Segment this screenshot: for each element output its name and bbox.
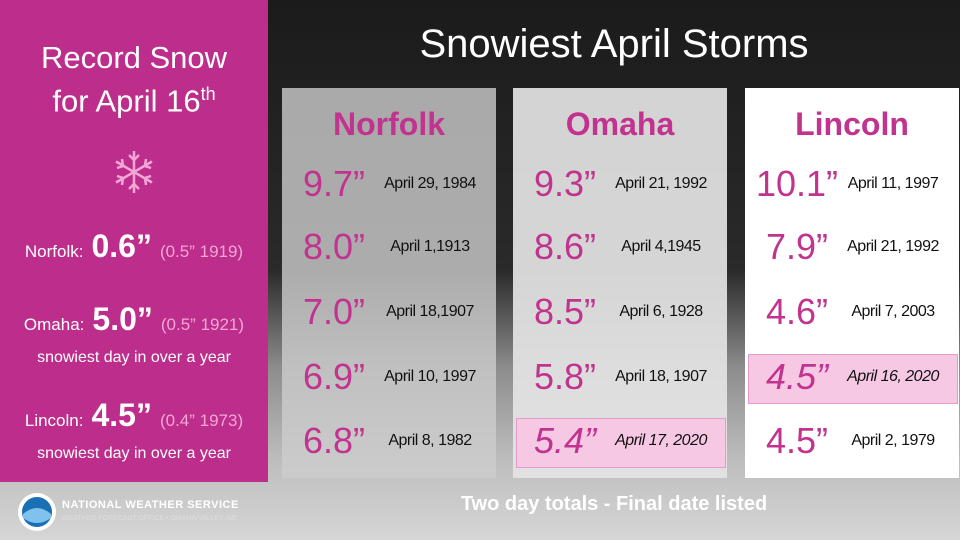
snow-amount: 5.4” xyxy=(533,420,597,461)
snow-amount: 9.3” xyxy=(533,163,597,204)
record-previous: (0.4” 1973) xyxy=(159,411,244,430)
sidebar xyxy=(0,0,268,482)
storm-date: April 2, 1979 xyxy=(851,432,935,449)
record-previous: (0.5” 1919) xyxy=(159,242,244,261)
storm-date: April 7, 2003 xyxy=(851,303,935,320)
column-city: Omaha xyxy=(565,106,675,142)
record-amount: 5.0” xyxy=(92,301,153,337)
record-city: Norfolk: xyxy=(24,242,84,261)
snowflake-icon xyxy=(115,151,153,193)
record-note: snowiest day in over a year xyxy=(37,349,231,366)
snow-amount: 6.8” xyxy=(302,420,366,461)
snow-amount: 7.0” xyxy=(302,291,366,332)
highlight-box xyxy=(748,354,958,404)
storm-date: April 8, 1982 xyxy=(388,432,472,449)
storm-date: April 18, 1907 xyxy=(615,368,707,385)
storm-date: April 10, 1997 xyxy=(384,368,476,385)
record-row: Lincoln: 4.5” (0.4” 1973) xyxy=(0,397,268,434)
title-sup: th xyxy=(200,84,216,104)
agency-name: NATIONAL WEATHER SERVICE xyxy=(62,499,239,511)
record-row: Norfolk: 0.6” (0.5” 1919) xyxy=(0,228,268,265)
column-panel xyxy=(282,88,496,478)
storm-date: April 18,1907 xyxy=(386,303,474,320)
snow-amount: 4.6” xyxy=(765,291,829,332)
snow-amount: 7.9” xyxy=(765,226,829,267)
record-note: snowiest day in over a year xyxy=(37,445,231,462)
record-city: Omaha: xyxy=(23,315,85,334)
snow-amount: 9.7” xyxy=(302,163,366,204)
snow-amount: 8.0” xyxy=(302,226,366,267)
snow-amount: 4.5” xyxy=(765,356,829,397)
snow-amount: 5.8” xyxy=(533,356,597,397)
storm-date: April 21, 1992 xyxy=(615,175,707,192)
snow-amount: 10.1” xyxy=(755,163,839,204)
column-panel xyxy=(745,88,959,478)
main-title: Snowiest April Storms xyxy=(419,22,809,66)
snow-amount: 8.5” xyxy=(533,291,597,332)
column-city: Norfolk xyxy=(333,106,445,142)
storm-date: April 4,1945 xyxy=(621,238,701,255)
snow-amount: 6.9” xyxy=(302,356,366,397)
storm-date: April 6, 1928 xyxy=(619,303,703,320)
column-city: Lincoln xyxy=(795,106,909,142)
agency-office: WEATHER FORECAST OFFICE • OMAHA/VALLEY, … xyxy=(62,515,237,522)
footer-note: Two day totals - Final date listed xyxy=(460,493,768,515)
storm-date: April 29, 1984 xyxy=(384,175,476,192)
record-city: Lincoln: xyxy=(24,411,84,430)
title-line: Record Snow xyxy=(40,40,228,75)
noaa-logo xyxy=(18,493,56,531)
snow-amount: 4.5” xyxy=(765,420,829,461)
record-row: Omaha: 5.0” (0.5” 1921) xyxy=(0,301,268,338)
storm-date: April 16, 2020 xyxy=(847,368,939,385)
record-amount: 0.6” xyxy=(91,228,152,264)
storm-date: April 21, 1992 xyxy=(847,238,939,255)
column-panel xyxy=(513,88,727,478)
title-line: for April 16 xyxy=(52,83,201,119)
sidebar-title: Record Snow for April 16th xyxy=(0,40,268,119)
record-amount: 4.5” xyxy=(91,397,152,433)
storm-date: April 1,1913 xyxy=(390,238,470,255)
highlight-box xyxy=(516,418,726,468)
storm-date: April 17, 2020 xyxy=(615,432,707,449)
snow-amount: 8.6” xyxy=(533,226,597,267)
record-previous: (0.5” 1921) xyxy=(160,315,245,334)
storm-date: April 11, 1997 xyxy=(847,175,939,192)
